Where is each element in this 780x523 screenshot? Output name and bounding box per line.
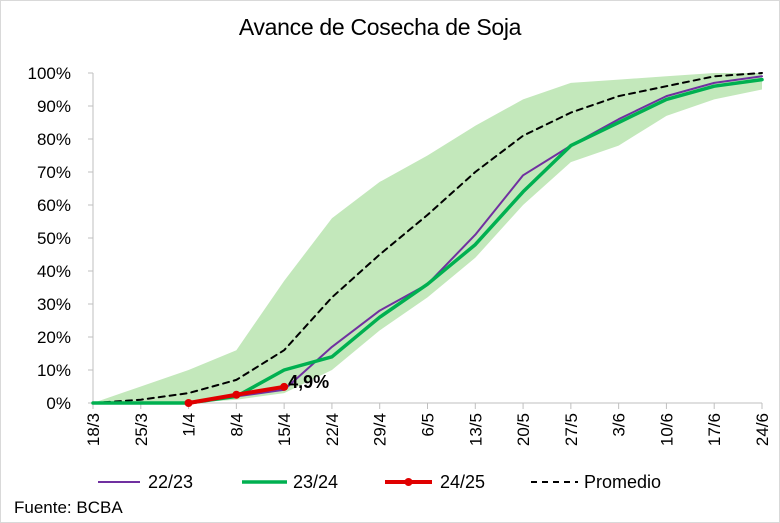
y-tick-label: 80% [37, 130, 71, 149]
x-tick-label: 8/4 [227, 413, 246, 437]
x-tick-label: 25/3 [132, 413, 151, 446]
y-tick-label: 100% [28, 64, 71, 83]
x-tick-label: 29/4 [371, 413, 390, 446]
legend-label: 23/24 [293, 472, 338, 492]
x-tick-label: 3/6 [610, 413, 629, 437]
y-tick-label: 50% [37, 229, 71, 248]
x-tick-label: 17/6 [705, 413, 724, 446]
series-line-promedio [92, 72, 763, 404]
chart-title: Avance de Cosecha de Soja [238, 14, 522, 40]
y-tick-label: 30% [37, 295, 71, 314]
x-tick-label: 10/6 [657, 413, 676, 446]
legend-label: 24/25 [440, 472, 485, 492]
y-tick-label: 20% [37, 328, 71, 347]
x-tick-label: 15/4 [275, 413, 294, 446]
y-tick-label: 40% [37, 262, 71, 281]
x-tick-label: 24/6 [753, 413, 772, 446]
x-tick-label: 1/4 [180, 413, 199, 437]
x-tick-label: 18/3 [84, 413, 103, 446]
data-point-24-25 [232, 390, 241, 399]
legend-marker [404, 478, 413, 486]
legend-label: Promedio [584, 472, 661, 492]
data-point-24-25 [280, 382, 289, 391]
y-tick-label: 60% [37, 196, 71, 215]
x-tick-label: 20/5 [514, 413, 533, 446]
y-tick-label: 70% [37, 163, 71, 182]
data-point-24-25 [184, 399, 193, 407]
x-tick-label: 6/5 [419, 413, 438, 437]
y-tick-label: 90% [37, 97, 71, 116]
y-tick-label: 0% [46, 394, 71, 413]
data-label: 4,9% [288, 372, 329, 392]
legend-label: 22/23 [148, 472, 193, 492]
x-tick-label: 27/5 [562, 413, 581, 446]
x-tick-label: 22/4 [323, 413, 342, 446]
x-tick-label: 13/5 [466, 413, 485, 446]
source-note: Fuente: BCBA [14, 498, 123, 517]
range-band [93, 73, 762, 403]
y-tick-label: 10% [37, 361, 71, 380]
